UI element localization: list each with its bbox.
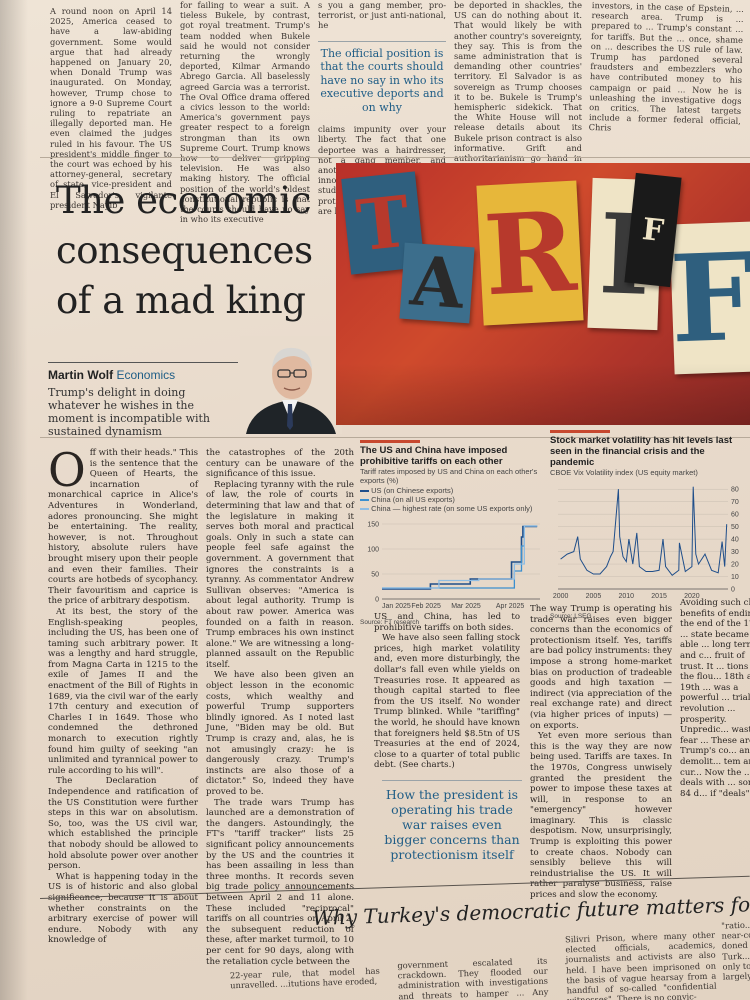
col2-paragraph-1: the catastrophes of the 20th century can… <box>206 448 354 480</box>
chart2-series-0 <box>560 486 728 577</box>
chart2-ytick-1: 10 <box>731 574 739 581</box>
art-letter-5: F <box>668 221 750 375</box>
article-col-3: US and China, has led to prohibitive tar… <box>374 612 520 771</box>
chart2-xtick-0: 2000 <box>553 593 569 600</box>
section-divider <box>40 157 750 158</box>
chart2-subtitle: CBOE Vix Volatility index (US equity mar… <box>550 468 698 477</box>
byline: Martin Wolf Economics <box>48 368 175 382</box>
top-article-col-2: for failing to wear a suit. A tieless Bu… <box>180 0 310 224</box>
pull-quote: How the president is operating his trade… <box>382 780 522 862</box>
article-col-1: O ff with their heads." This is the sent… <box>48 443 198 946</box>
article-col-4: The way Trump is operating his trade war… <box>530 604 672 901</box>
chart1-xtick-3: Apr 2025 <box>496 603 525 610</box>
col5-text: Avoiding such ch... benefits of ending .… <box>680 598 750 799</box>
chart2-source: Source: LSEG <box>550 613 592 620</box>
chart1-legend-3: China — highest rate (on some US exports… <box>371 504 533 513</box>
article-col-5: Avoiding such ch... benefits of ending .… <box>680 598 750 799</box>
chart1-legend-2: China (on all US exports) <box>371 495 455 504</box>
chart2-ytick-6: 60 <box>731 512 739 519</box>
chart1-legend-1: US (on Chinese exports) <box>371 486 454 495</box>
chart1-source: Source: FT research <box>360 619 420 626</box>
drop-cap: O <box>48 443 86 497</box>
chart2-accent <box>550 430 610 433</box>
col4-paragraph-2: Yet even more serious than this is the w… <box>530 731 672 901</box>
top-article-col-5: investors, in the case of Epstein, ... r… <box>589 0 744 137</box>
article-headline: The economic consequences of a mad king <box>56 179 313 322</box>
chart1-ytick-2: 100 <box>367 547 379 554</box>
col1-lead: ff with their heads." This is the senten… <box>48 448 198 607</box>
legend-swatch-3 <box>360 508 369 511</box>
chart1-legend-row-1: US (on Chinese exports) <box>360 486 546 495</box>
article-col-2: the catastrophes of the 20th century can… <box>206 448 354 967</box>
col1-paragraph-4: What is happening today in the US is of … <box>48 871 198 946</box>
chart1-ytick-0: 0 <box>375 597 379 604</box>
chart1-series-2 <box>382 525 538 589</box>
col2-paragraph-2: Replacing tyranny with the rule of law, … <box>206 479 354 670</box>
chart1-title: The US and China have imposed prohibitiv… <box>360 445 508 467</box>
chart1-xtick-2: Mar 2025 <box>451 603 481 610</box>
footer-col-3: Silivri Prison, where many other elected… <box>564 929 717 1000</box>
tariff-chart: The US and China have imposed prohibitiv… <box>360 440 546 626</box>
chart2-ytick-8: 80 <box>731 487 739 494</box>
chart2-xtick-4: 2020 <box>684 593 700 600</box>
legend-swatch-1 <box>360 490 369 493</box>
col1-paragraph-2: At its best, the story of the English-sp… <box>48 606 198 776</box>
top-article-col-1: A round noon on April 14 2025, America c… <box>50 6 172 210</box>
chart1-legend-row-2: China (on all US exports) <box>360 495 546 504</box>
chart2-ytick-5: 50 <box>731 524 739 531</box>
chart2-ytick-4: 40 <box>731 537 739 544</box>
col3-paragraph-2: We have also seen falling stock prices, … <box>374 633 520 771</box>
footer-col-1: 22-year rule, that model has unravelled.… <box>229 965 380 991</box>
chart2-ytick-2: 20 <box>731 562 739 569</box>
footer-col-2: government escalated its crackdown. They… <box>397 955 549 1000</box>
author-portrait <box>240 336 342 434</box>
top-pull-quote: The official position is that the courts… <box>318 40 446 115</box>
byline-rule <box>48 362 238 363</box>
col3-paragraph-1: US and China, has led to prohibitive tar… <box>374 612 520 633</box>
section-label: Economics <box>116 368 176 382</box>
top-col5-text: investors, in the case of Epstein, ... r… <box>588 0 744 133</box>
chart2-xtick-3: 2015 <box>651 593 667 600</box>
chart1-xtick-0: Jan 2025 <box>382 603 411 610</box>
col4-paragraph-1: The way Trump is operating his trade war… <box>530 604 672 731</box>
chart2-ytick-0: 0 <box>731 587 735 594</box>
tariff-illustration: T A R I F F <box>336 163 750 425</box>
chart1-series-0 <box>382 525 538 590</box>
chart1-ytick-1: 50 <box>371 572 379 579</box>
chart1-ytick-3: 150 <box>367 522 379 529</box>
chart1-xtick-1: Feb 2025 <box>411 603 441 610</box>
top-col1-text: A round noon on April 14 2025, America c… <box>50 6 172 210</box>
chart2-ytick-7: 70 <box>731 499 739 506</box>
chart2-xtick-1: 2005 <box>586 593 602 600</box>
chart1-legend: US (on Chinese exports) China (on all US… <box>360 486 546 513</box>
legend-swatch-2 <box>360 499 369 502</box>
author-name: Martin Wolf <box>48 368 114 382</box>
top-col2-text: for failing to wear a suit. A tieless Bu… <box>180 0 310 225</box>
chart2-plot: 0 10 20 30 40 50 60 70 80 2000 2005 2010 2015 2020 <box>553 486 739 600</box>
vix-chart: Stock market volatility has hit levels l… <box>550 430 750 620</box>
standfirst: Trump's delight in doing whatever he wis… <box>48 386 211 438</box>
col2-paragraph-4: The trade wars Trump has launched are a … <box>206 797 354 967</box>
chart2-title: Stock market volatility has hit levels l… <box>550 435 733 468</box>
top-col3-top: s you a gang member, pro-terrorist, or j… <box>318 0 446 31</box>
col1-paragraph-3: The Declaration of Independence and rati… <box>48 776 198 872</box>
chart2-xtick-2: 2010 <box>618 593 634 600</box>
chart1-legend-row-3: China — highest rate (on some US exports… <box>360 504 546 513</box>
page-shadow <box>0 0 28 1000</box>
art-shadow <box>336 363 750 425</box>
article-top-rule <box>40 437 750 438</box>
chart1-subtitle: Tariff rates imposed by US and China on … <box>360 467 538 485</box>
chart1-accent <box>360 440 420 443</box>
footer-col-4: "ratio... near-co... doned f... Turk... … <box>721 919 750 982</box>
chart1-plot: 0 50 100 150 Jan 2025 Feb 2025 Mar 2025 Apr 202… <box>367 522 540 610</box>
col2-paragraph-3: We have also been given an object lesson… <box>206 670 354 797</box>
chart2-ytick-3: 30 <box>731 549 739 556</box>
art-letter-3: R <box>476 180 584 326</box>
art-letter-2: A <box>399 241 475 325</box>
